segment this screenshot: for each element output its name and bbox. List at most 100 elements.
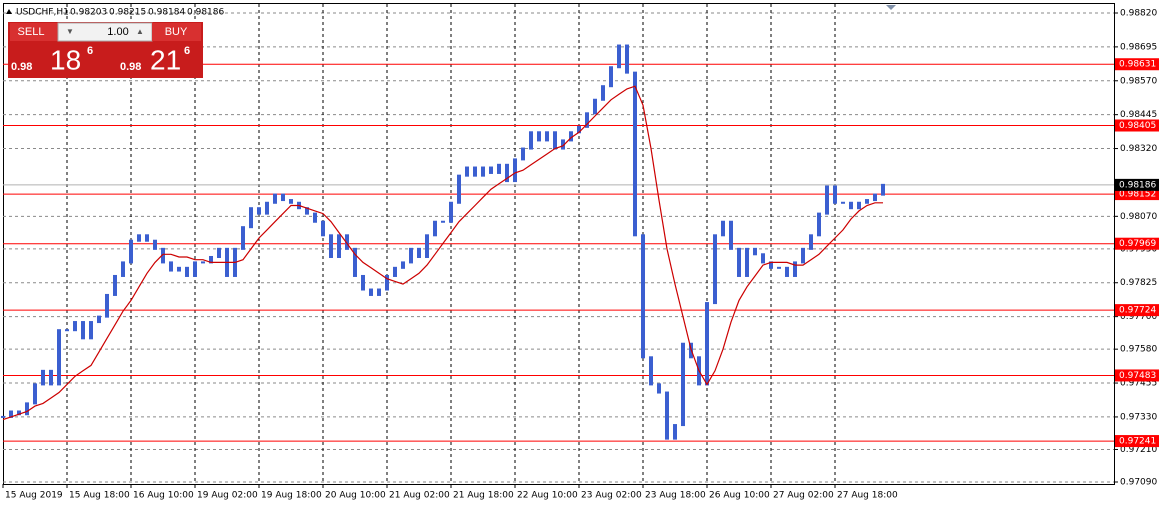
- x-tick-label: 23 Aug 18:00: [645, 491, 706, 501]
- candle: [393, 266, 397, 277]
- level-label: 0.97724: [1119, 306, 1156, 316]
- sell-big: 18: [50, 44, 81, 75]
- x-tick-label: 19 Aug 18:00: [261, 491, 322, 501]
- y-tick-label: 0.97580: [1120, 345, 1157, 355]
- y-tick-label: 0.97090: [1120, 478, 1157, 488]
- candle: [409, 247, 413, 264]
- candle: [177, 266, 181, 272]
- candle: [777, 266, 781, 269]
- y-tick-label: 0.98320: [1120, 144, 1157, 154]
- candle: [241, 226, 245, 250]
- buy-sup: 6: [184, 45, 190, 57]
- candle: [673, 424, 677, 440]
- candle: [257, 207, 261, 215]
- candle: [25, 402, 29, 416]
- candle: [417, 247, 421, 258]
- candle: [849, 201, 853, 210]
- candle: [841, 201, 845, 204]
- axes: 0.988200.986950.985700.984450.983200.980…: [2, 9, 1159, 501]
- y-tick-label: 0.98820: [1120, 9, 1157, 19]
- candle: [681, 342, 685, 427]
- candle: [321, 220, 325, 237]
- candle: [761, 253, 765, 264]
- candle: [465, 166, 469, 177]
- candle: [817, 212, 821, 237]
- candle: [385, 274, 389, 291]
- candle: [281, 193, 285, 202]
- header-price: 0.98215: [109, 8, 146, 18]
- candle: [441, 220, 445, 223]
- candle: [305, 207, 309, 215]
- sell-sup: 6: [87, 45, 93, 57]
- candle: [633, 71, 637, 237]
- candle: [137, 234, 141, 242]
- candle: [505, 163, 509, 183]
- candle: [217, 247, 221, 258]
- current-price-label: 0.98186: [1119, 180, 1156, 190]
- candle: [209, 255, 213, 264]
- candle: [641, 234, 645, 359]
- candle: [97, 315, 101, 324]
- candle: [809, 234, 813, 250]
- candle: [625, 44, 629, 74]
- level-tag: [1115, 237, 1159, 250]
- x-tick-label: 21 Aug 02:00: [389, 491, 450, 501]
- candle: [657, 383, 661, 394]
- candle: [81, 321, 85, 340]
- level-label: 0.98152: [1119, 190, 1156, 200]
- candle: [513, 158, 517, 183]
- y-tick-label: 0.98695: [1120, 42, 1157, 52]
- candle: [569, 131, 573, 142]
- candle: [601, 85, 605, 101]
- lot-value[interactable]: 1.00: [107, 26, 128, 38]
- candle: [289, 199, 293, 204]
- candle: [185, 266, 189, 277]
- candle: [265, 201, 269, 215]
- buy-big: 21: [150, 44, 181, 75]
- x-tick-label: 16 Aug 10:00: [133, 491, 194, 501]
- candle: [73, 321, 77, 332]
- y-tick-label: 0.98445: [1120, 110, 1157, 120]
- candle: [881, 183, 885, 196]
- buy-button[interactable]: [152, 23, 201, 41]
- y-tick-label: 0.97825: [1120, 278, 1157, 288]
- candle: [753, 247, 757, 256]
- level-label: 0.98631: [1119, 60, 1156, 70]
- candle: [105, 293, 109, 318]
- candle: [745, 247, 749, 277]
- x-tick-label: 15 Aug 2019: [5, 491, 63, 501]
- candle: [833, 185, 837, 204]
- candle: [401, 261, 405, 269]
- candle: [553, 131, 557, 150]
- level-tag: [1115, 304, 1159, 317]
- candle: [857, 201, 861, 210]
- candle: [249, 207, 253, 229]
- buy-label[interactable]: BUY: [165, 26, 188, 38]
- candle: [665, 391, 669, 440]
- candle: [353, 247, 357, 277]
- x-tick-label: 20 Aug 10:00: [325, 491, 386, 501]
- x-tick-label: 22 Aug 10:00: [517, 491, 578, 501]
- candle: [329, 234, 333, 258]
- header-price: 0.98184: [148, 8, 185, 18]
- level-label: 0.98405: [1119, 121, 1156, 131]
- candle: [481, 166, 485, 177]
- candle: [561, 139, 565, 150]
- candle: [721, 220, 725, 237]
- level-tag: [1115, 58, 1159, 71]
- y-tick-label: 0.97700: [1120, 312, 1157, 322]
- candle: [617, 44, 621, 69]
- candle: [865, 199, 869, 204]
- candle: [153, 239, 157, 250]
- current-price-tag: [1115, 178, 1159, 191]
- sell-label[interactable]: SELL: [18, 26, 45, 38]
- shift-marker: [886, 5, 896, 10]
- levels: [3, 63, 1114, 442]
- candles: [1, 44, 885, 440]
- candle: [433, 220, 437, 237]
- candle: [145, 234, 149, 242]
- lot-down[interactable]: ▼: [66, 27, 74, 36]
- lot-up[interactable]: ▲: [136, 27, 144, 36]
- sell-button[interactable]: [10, 23, 58, 41]
